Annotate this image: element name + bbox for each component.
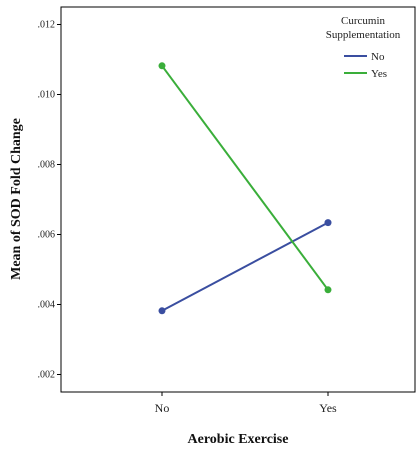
legend-label-no: No [371, 51, 385, 63]
data-point-no [324, 219, 332, 227]
data-point-yes [324, 286, 332, 294]
y-axis-title: Mean of SOD Fold Change [9, 118, 24, 280]
y-tick-label: .008 [38, 160, 56, 171]
x-tick-label: No [155, 401, 170, 415]
y-tick-label: .006 [38, 230, 56, 241]
y-axis: .002 .004 .006 .008 .010 .012 [38, 20, 61, 381]
legend-title-line-1: Curcumin [341, 15, 385, 27]
x-axis: No Yes [155, 392, 337, 415]
plot-frame [60, 6, 416, 393]
legend-title-line-2: Supplementation [326, 29, 401, 41]
data-point-yes [158, 62, 166, 70]
series-line-yes [161, 65, 329, 291]
legend: Curcumin Supplementation No Yes [326, 15, 401, 80]
y-tick-label: .010 [38, 90, 56, 101]
y-tick-label: .012 [38, 20, 56, 31]
series-layer [158, 62, 332, 315]
y-tick-label: .002 [38, 370, 56, 381]
data-point-no [158, 307, 166, 315]
y-tick-label: .004 [38, 300, 56, 311]
legend-label-yes: Yes [371, 68, 387, 80]
x-tick-label: Yes [319, 401, 337, 415]
x-axis-title: Aerobic Exercise [188, 432, 289, 447]
series-line-no [161, 221, 329, 312]
